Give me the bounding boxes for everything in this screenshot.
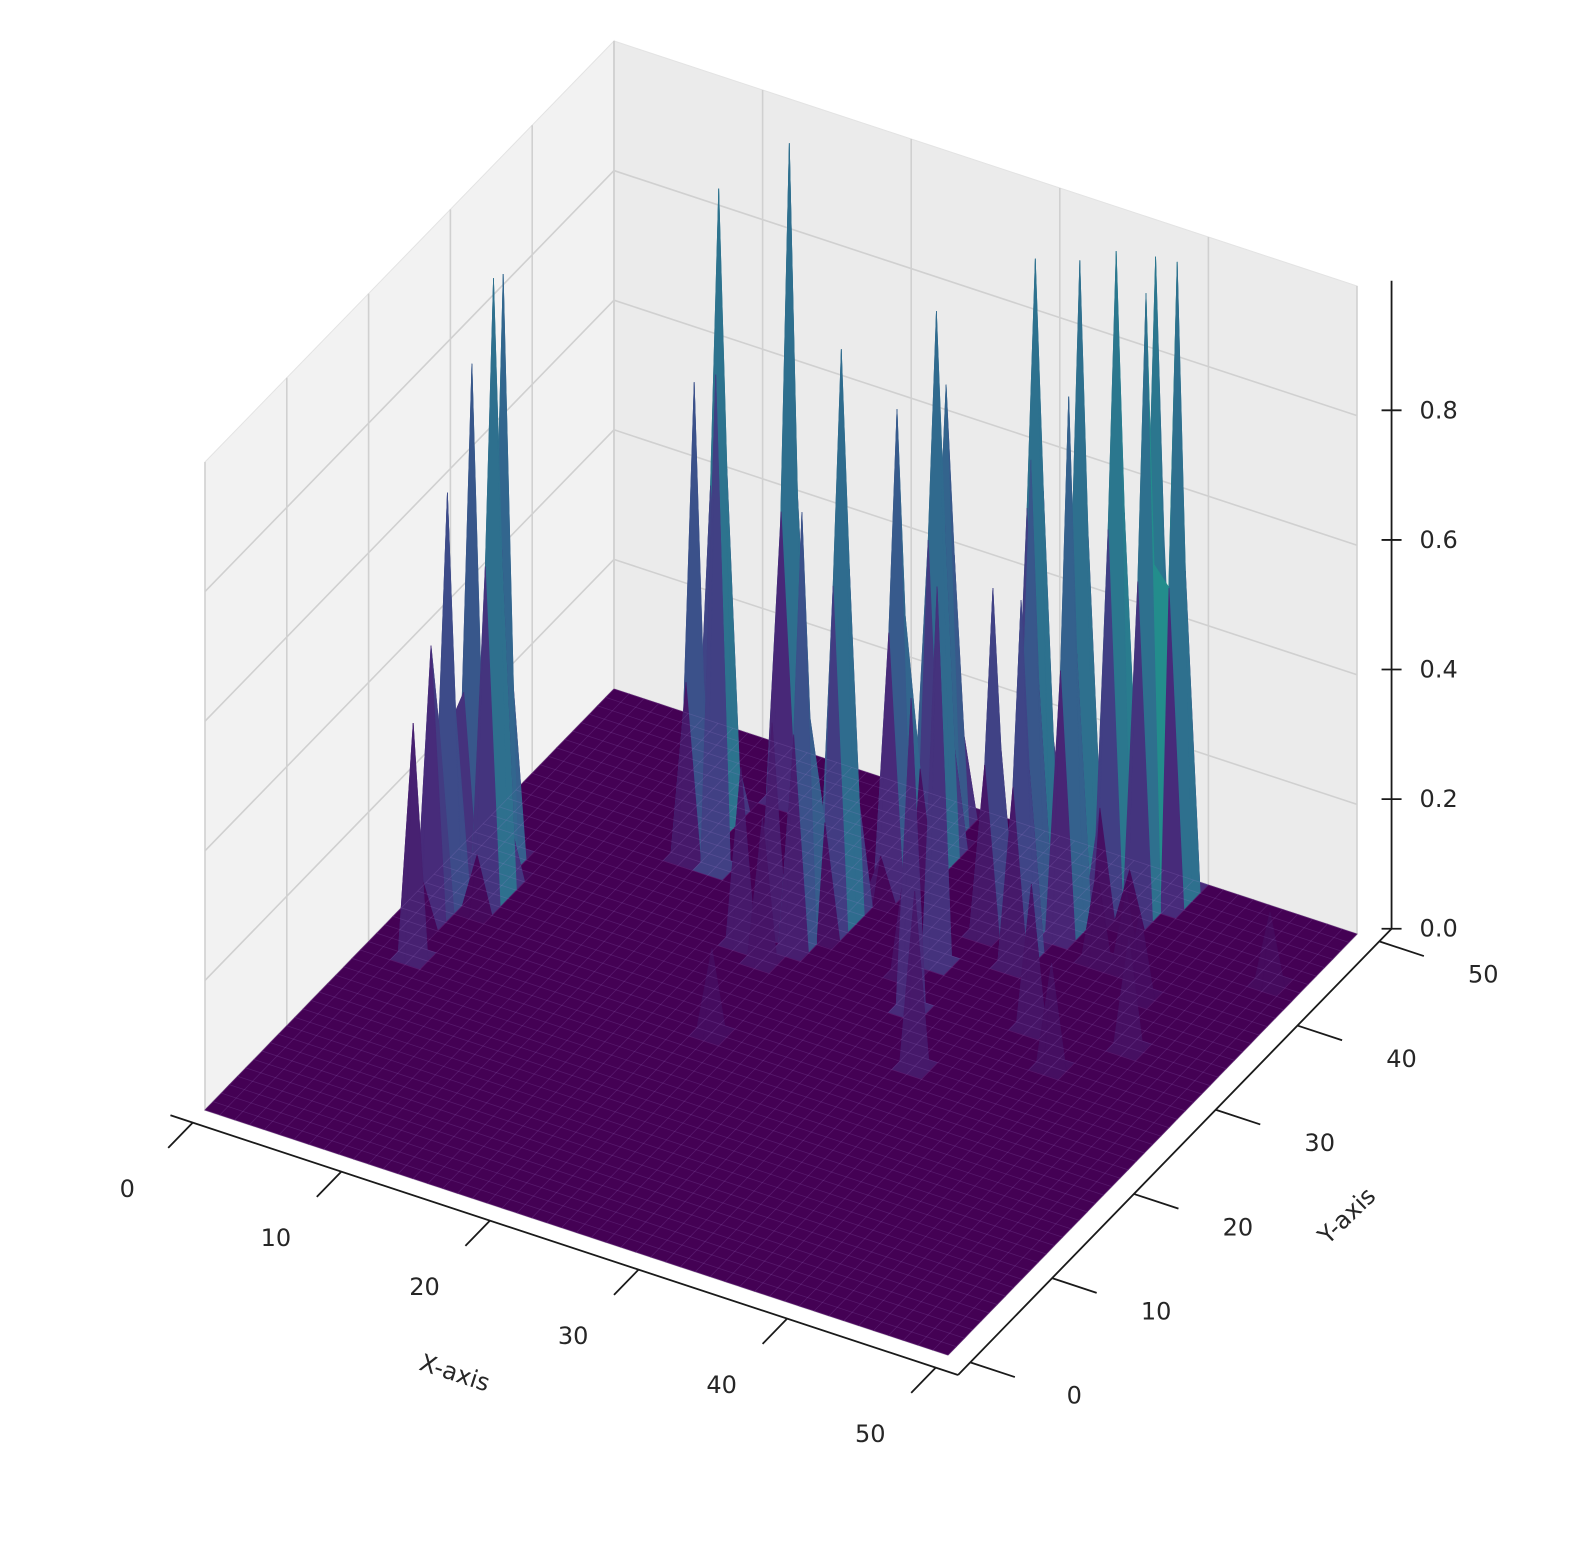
x-tick bbox=[316, 1171, 342, 1198]
x-tick-label: 50 bbox=[855, 1420, 886, 1448]
y-tick bbox=[1133, 1193, 1179, 1210]
x-tick bbox=[761, 1318, 788, 1345]
y-axis-label: Y-axis bbox=[1312, 1182, 1381, 1250]
y-tick-label: 50 bbox=[1468, 961, 1499, 989]
x-tick-label: 20 bbox=[409, 1273, 440, 1301]
x-tick-label: 10 bbox=[261, 1224, 292, 1252]
y-tick-label: 30 bbox=[1304, 1129, 1335, 1157]
x-tick-label: 40 bbox=[706, 1371, 737, 1399]
z-tick-label: 0.6 bbox=[1420, 526, 1458, 554]
z-tick-label: 0.4 bbox=[1420, 656, 1458, 684]
y-tick bbox=[1215, 1108, 1261, 1126]
y-tick bbox=[1379, 940, 1425, 957]
y-tick bbox=[970, 1361, 1016, 1378]
z-tick-label: 0.0 bbox=[1420, 915, 1458, 943]
y-tick bbox=[1051, 1277, 1097, 1294]
x-tick bbox=[167, 1122, 194, 1149]
x-tick-label: 30 bbox=[558, 1322, 589, 1350]
y-tick-label: 0 bbox=[1067, 1382, 1082, 1410]
x-tick-label: 0 bbox=[120, 1175, 135, 1203]
y-tick-label: 40 bbox=[1386, 1045, 1417, 1073]
x-tick bbox=[910, 1367, 937, 1394]
x-tick bbox=[464, 1220, 491, 1247]
x-axis-label: X-axis bbox=[416, 1348, 493, 1397]
y-tick-label: 20 bbox=[1223, 1213, 1254, 1241]
y-tick-label: 10 bbox=[1141, 1297, 1172, 1325]
y-tick bbox=[1297, 1024, 1343, 1042]
z-tick-label: 0.8 bbox=[1420, 396, 1458, 424]
x-tick bbox=[613, 1269, 640, 1296]
surface bbox=[204, 143, 1358, 1356]
z-tick-label: 0.2 bbox=[1420, 785, 1458, 813]
